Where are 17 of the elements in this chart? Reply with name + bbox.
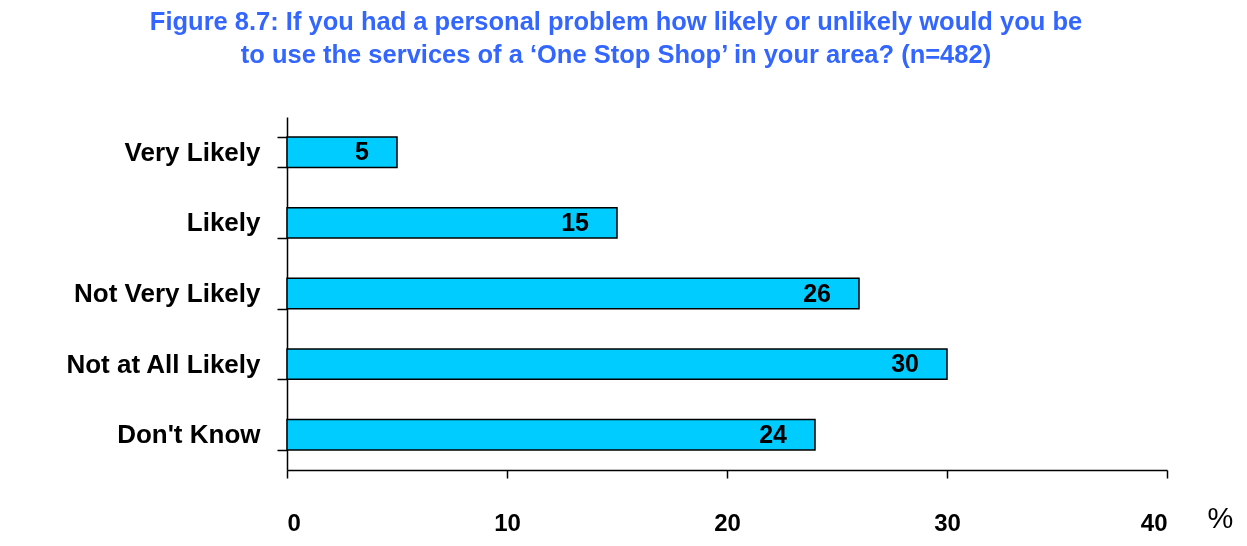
x-tick-label: 40 [1140,508,1168,536]
data-label: 24 [759,419,788,448]
data-label: 30 [891,349,919,378]
x-axis-title: % [1207,501,1234,534]
y-tick-label: Not at All Likely [66,348,262,379]
x-tick-label: 20 [714,508,741,536]
chart-title: Figure 8.7: If you had a personal problem how likely or unlikely would you be to use the services of a ‘One Stop Shop’ in your area? (n=482) [149,6,1083,68]
data-label: 26 [803,278,831,307]
y-tick-label: Don't Know [117,419,262,450]
y-tick-label: Likely [186,207,262,238]
y-tick-label: Very Likely [124,136,262,167]
y-tick-label: Not Very Likely [74,278,262,308]
data-label: 15 [561,207,590,236]
data-label: 5 [355,137,370,166]
x-tick-label: 0 [287,508,301,536]
x-tick-label: 10 [494,508,521,536]
x-tick-label: 30 [934,508,961,536]
